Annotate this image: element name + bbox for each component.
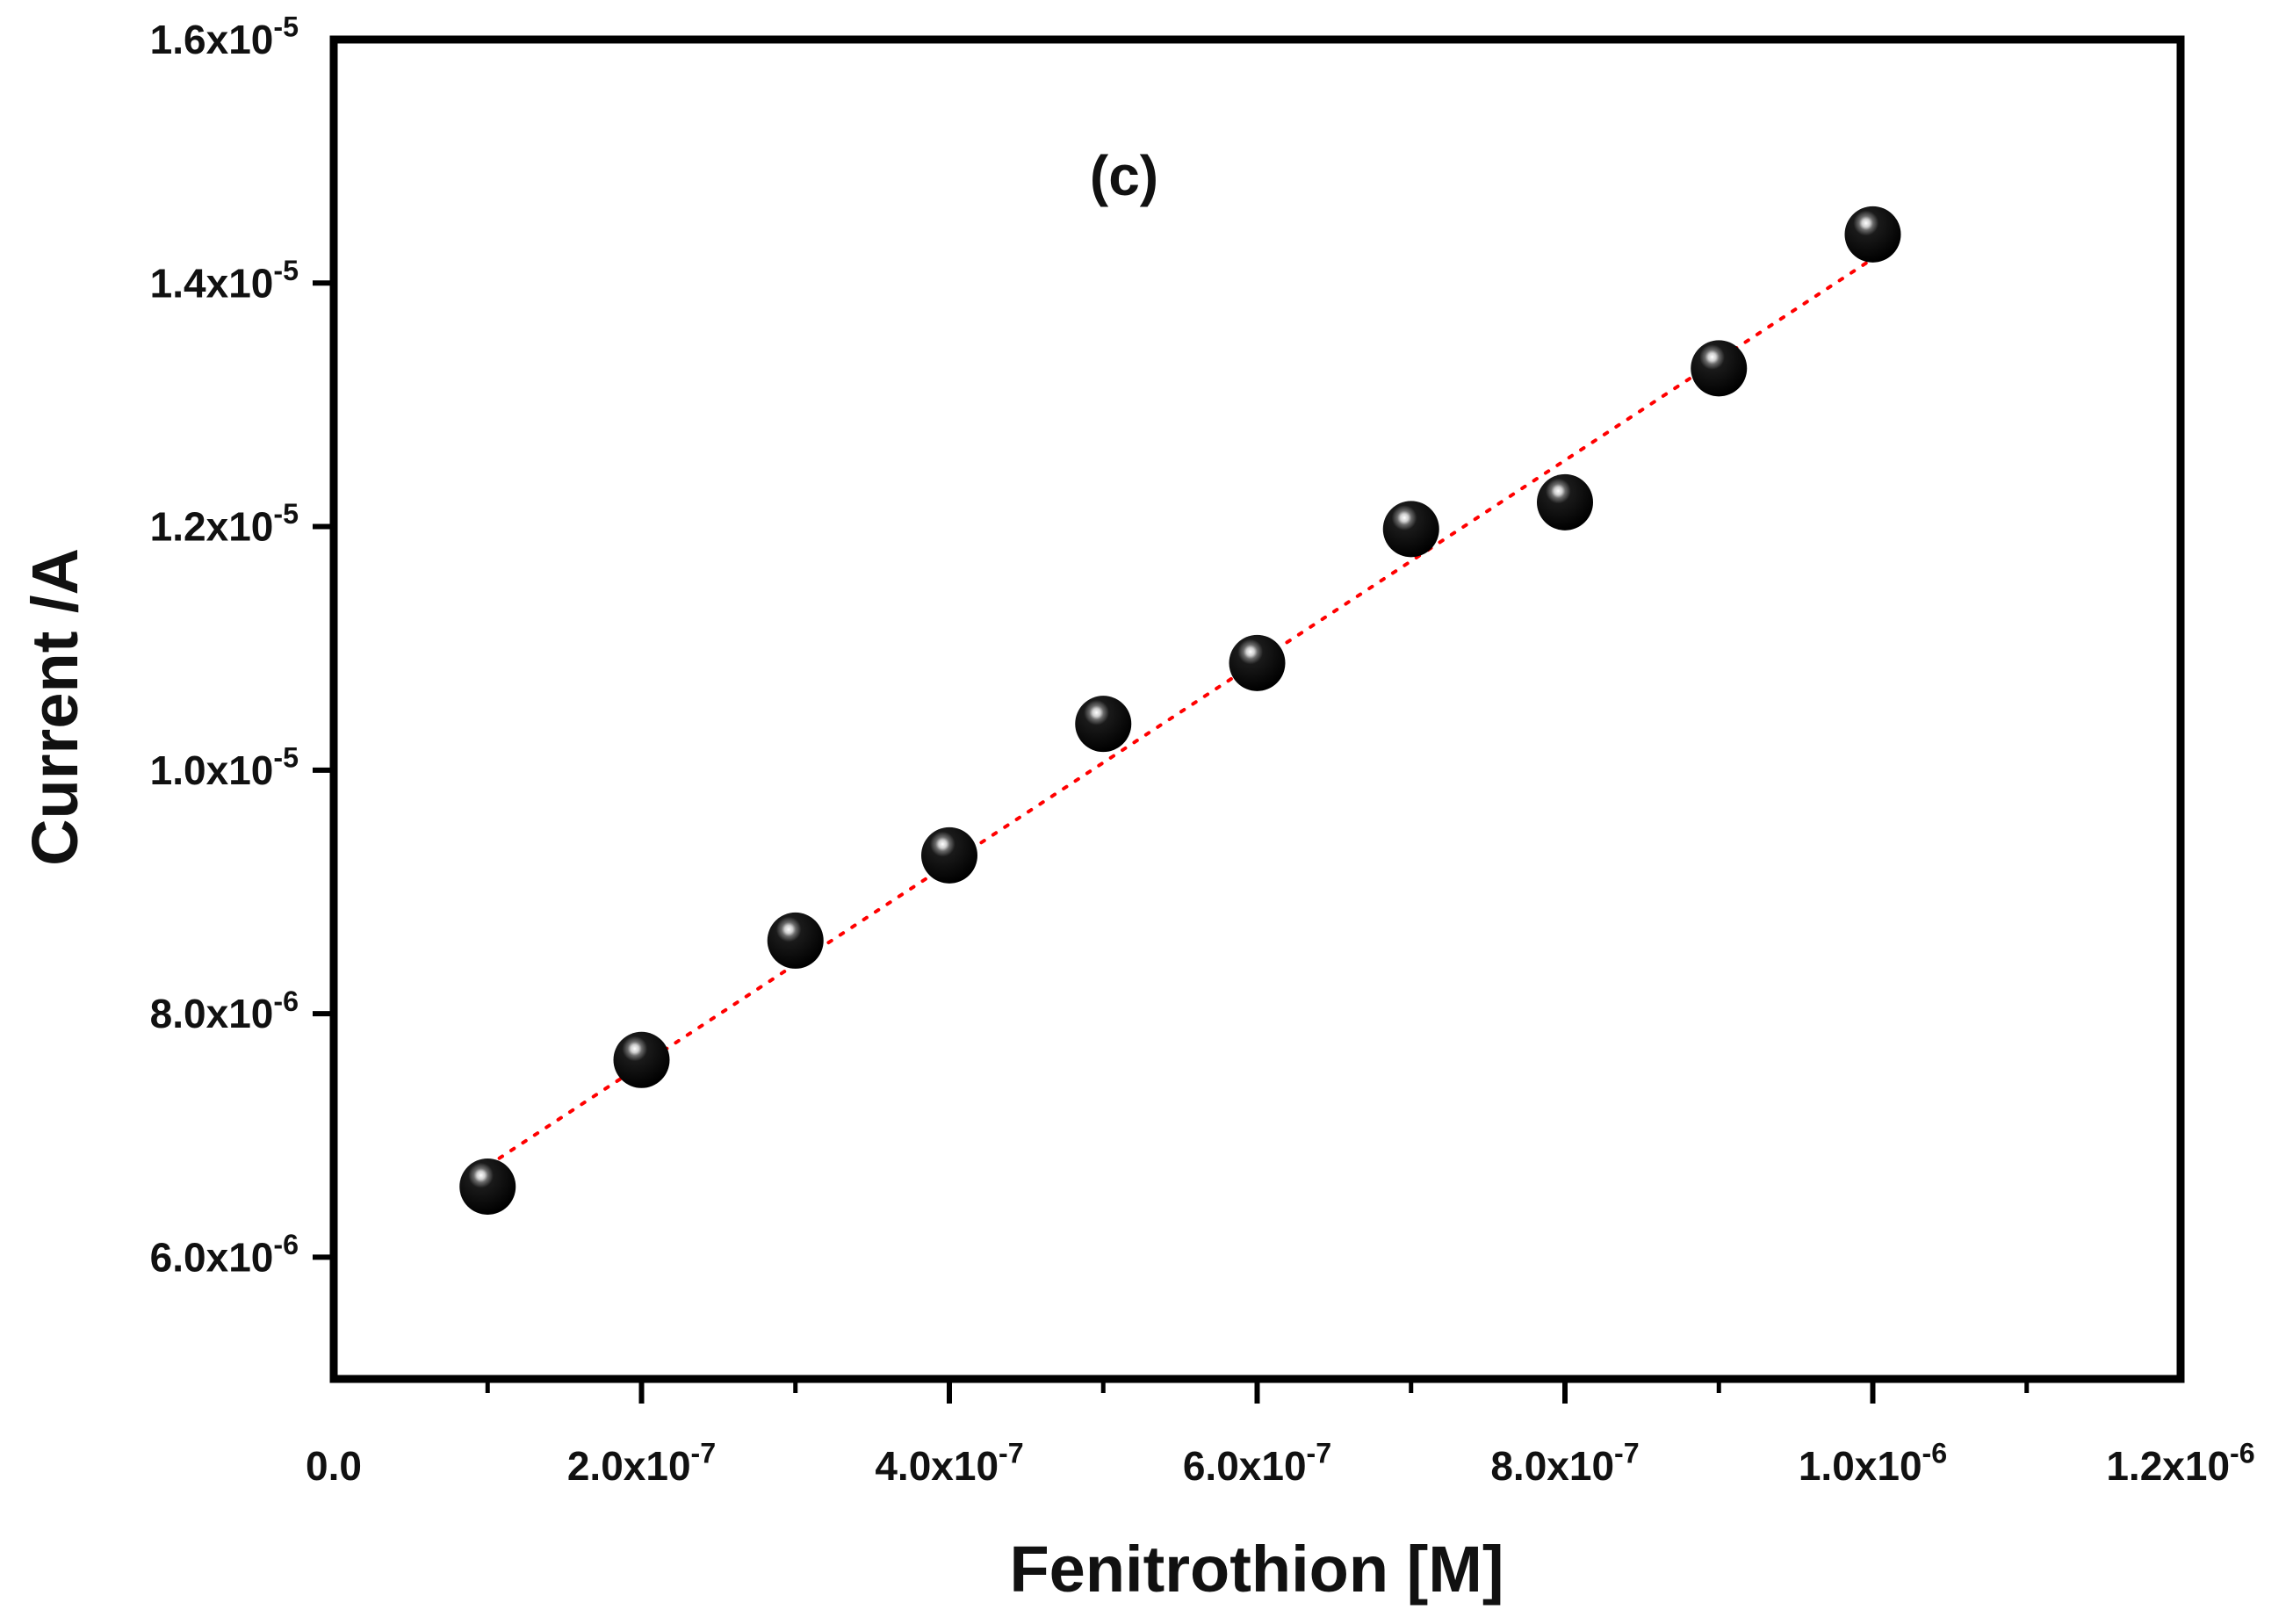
x-tick-label: 1.0x10-6 <box>1799 1438 1947 1489</box>
data-point <box>1382 501 1439 558</box>
data-point <box>1691 340 1748 397</box>
y-axis-title: Current /A <box>18 548 91 866</box>
data-point <box>459 1158 516 1215</box>
y-tick-label: 1.6x10-5 <box>150 11 299 62</box>
y-tick-label: 1.0x10-5 <box>150 741 299 792</box>
data-point <box>1075 696 1132 753</box>
data-point <box>613 1031 670 1088</box>
y-tick-label: 8.0x10-6 <box>150 985 299 1036</box>
x-tick-label: 2.0x10-7 <box>567 1438 716 1489</box>
data-point <box>921 826 977 884</box>
plot-frame <box>329 35 2185 1383</box>
panel-label: (c) <box>1090 144 1158 207</box>
y-tick-label: 1.4x10-5 <box>150 255 299 306</box>
fit-line <box>486 256 1875 1168</box>
x-tick-label: 8.0x10-7 <box>1490 1438 1639 1489</box>
y-tick-label: 1.2x10-5 <box>150 498 299 549</box>
x-tick-label: 0.0 <box>306 1443 362 1489</box>
x-tick-label: 6.0x10-7 <box>1183 1438 1331 1489</box>
x-tick-label: 4.0x10-7 <box>875 1438 1023 1489</box>
data-point <box>767 912 824 969</box>
x-tick-label: 1.2x10-6 <box>2106 1438 2254 1489</box>
y-tick-label: 6.0x10-6 <box>150 1229 299 1280</box>
data-point <box>1537 473 1593 531</box>
x-axis-title: Fenitrothion [M] <box>1009 1533 1503 1606</box>
data-point <box>1229 634 1286 691</box>
data-point <box>1844 206 1901 263</box>
